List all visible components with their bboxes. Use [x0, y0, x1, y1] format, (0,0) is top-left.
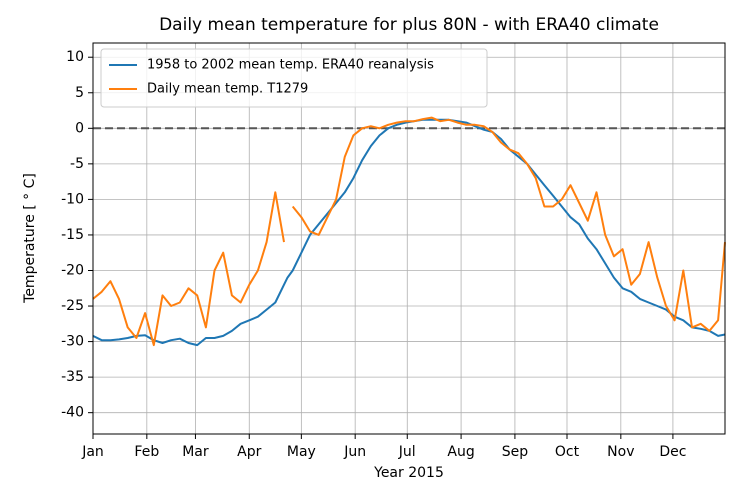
x-tick-label: Nov — [607, 444, 634, 460]
x-tick-label: Jul — [398, 444, 416, 460]
x-tick-label: Oct — [555, 444, 580, 460]
chart-title: Daily mean temperature for plus 80N - wi… — [159, 15, 659, 35]
x-tick-label: Feb — [134, 444, 159, 460]
x-tick-label: Sep — [502, 444, 529, 460]
x-tick-label: May — [287, 444, 316, 460]
y-tick-label: -5 — [70, 156, 84, 172]
y-tick-label: 5 — [75, 85, 84, 101]
y-tick-label: -10 — [61, 191, 84, 207]
y-tick-label: -25 — [61, 298, 84, 314]
x-tick-label: Aug — [447, 444, 474, 460]
x-tick-label: Jan — [81, 444, 104, 460]
x-tick-label: Dec — [659, 444, 686, 460]
y-tick-label: -40 — [61, 405, 84, 421]
legend-label: 1958 to 2002 mean temp. ERA40 reanalysis — [147, 58, 434, 73]
series-line — [92, 118, 726, 347]
legend-label: Daily mean temp. T1279 — [147, 82, 308, 97]
y-tick-label: -20 — [61, 262, 84, 278]
x-tick-label: Jun — [343, 444, 366, 460]
x-axis-label: Year 2015 — [373, 465, 444, 481]
legend-box — [100, 48, 488, 108]
y-tick-label: 0 — [75, 120, 84, 136]
legend: 1958 to 2002 mean temp. ERA40 reanalysis… — [100, 48, 488, 108]
y-axis-label: Temperature [ ° C] — [22, 173, 38, 304]
y-tick-label: -30 — [61, 334, 84, 350]
x-tick-label: Mar — [182, 444, 209, 460]
series-line — [92, 116, 726, 347]
y-tick-label: -35 — [61, 369, 84, 385]
plot-frame — [92, 42, 726, 435]
y-tick-label: 10 — [66, 49, 84, 65]
y-tick-label: -15 — [61, 227, 84, 243]
x-tick-label: Apr — [237, 444, 261, 460]
